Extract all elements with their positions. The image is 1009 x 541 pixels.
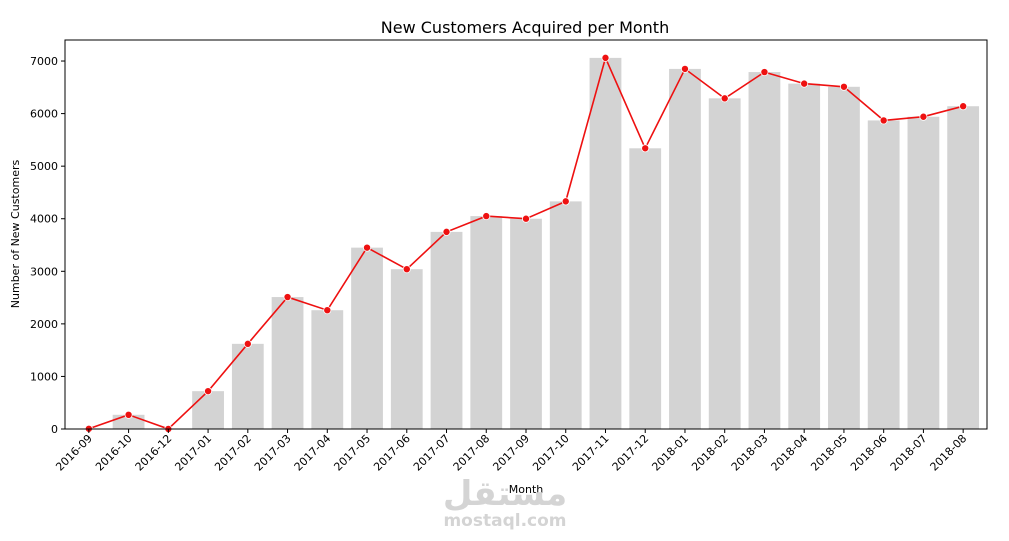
point-2017-05 [363,243,372,252]
point-2017-01 [204,387,213,396]
y-tick-label: 0 [51,423,58,436]
x-tick-label: 2018-05 [808,432,850,474]
watermark-arabic: مستقل [443,474,567,514]
point-2017-09 [522,214,531,223]
x-tick-label: 2017-03 [252,432,294,474]
point-2018-06 [879,116,888,125]
point-2017-10 [561,197,570,206]
x-tick-label: 2018-03 [729,432,771,474]
bar-2018-07 [907,116,940,429]
point-2018-07 [919,112,928,121]
watermark-latin: mostaql.com [443,511,566,531]
x-tick-label: 2018-06 [848,432,890,474]
x-tick-label: 2017-10 [530,432,572,474]
point-2018-01 [680,64,689,73]
bar-2017-10 [549,201,582,429]
bar-2017-01 [192,391,224,429]
x-tick-label: 2016-09 [53,432,95,474]
point-2017-07 [442,227,451,236]
bar-2018-04 [788,83,821,430]
bar-2017-03 [271,297,304,429]
x-tick-label: 2017-04 [292,432,334,474]
x-tick-label: 2017-06 [371,432,413,474]
watermark: مستقل mostaql.com [443,474,567,531]
x-tick-label: 2017-11 [570,432,612,474]
bars-group [72,57,980,430]
x-tick-label: 2017-08 [451,432,493,474]
x-tick-label: 2018-07 [888,432,930,474]
bar-2017-09 [510,218,542,429]
x-tick-label: 2018-08 [928,432,970,474]
point-2018-03 [760,68,769,77]
x-tick-label: 2017-12 [610,432,652,474]
x-tick-label: 2016-12 [133,432,175,474]
bar-2018-02 [708,98,741,429]
x-tick-label: 2017-05 [331,432,373,474]
bar-2018-08 [947,106,980,429]
bar-2017-11 [589,57,622,429]
x-tick-label: 2017-07 [411,432,453,474]
y-tick-label: 7000 [30,55,58,68]
x-tick-label: 2016-10 [93,432,135,474]
point-2017-03 [283,293,292,302]
bar-2017-06 [390,269,423,429]
x-tick-label: 2017-02 [212,432,254,474]
bar-2018-01 [669,68,701,429]
x-tick-label: 2018-01 [649,432,691,474]
point-2018-04 [800,79,809,88]
y-tick-label: 2000 [30,318,58,331]
bar-2017-12 [629,148,662,429]
point-2018-02 [720,94,729,103]
x-tick-label: 2018-02 [689,432,731,474]
point-2017-11 [601,53,610,62]
y-axis-label: Number of New Customers [9,160,22,309]
y-tick-label: 1000 [30,370,58,383]
x-axis: 2016-092016-102016-122017-012017-022017-… [53,429,969,474]
bar-2017-02 [231,343,264,429]
y-tick-label: 4000 [30,213,58,226]
point-2017-08 [482,212,491,221]
y-tick-label: 3000 [30,265,58,278]
bar-2018-05 [828,86,860,430]
point-2018-08 [959,102,968,111]
bar-2017-07 [430,231,463,429]
x-tick-label: 2017-01 [172,432,214,474]
plot-frame [64,39,988,430]
x-tick-label: 2017-09 [490,432,532,474]
chart-title: New Customers Acquired per Month [381,18,669,37]
y-tick-label: 5000 [30,160,58,173]
bar-2017-05 [351,247,383,429]
point-2017-02 [243,339,252,348]
point-2017-04 [323,306,332,315]
y-axis: 0 1000 2000 3000 4000 5000 6000 7000 [30,55,65,436]
point-2017-06 [402,265,411,274]
point-2016-10 [124,410,133,419]
x-tick-label: 2018-04 [769,432,811,474]
point-2018-05 [839,82,848,91]
point-2017-12 [641,144,650,153]
bar-2017-04 [311,310,344,429]
bar-2018-03 [748,72,781,429]
y-tick-label: 6000 [30,108,58,121]
bar-2018-06 [867,120,900,429]
bar-2017-08 [470,216,503,429]
x-axis-label: Month [509,483,544,496]
